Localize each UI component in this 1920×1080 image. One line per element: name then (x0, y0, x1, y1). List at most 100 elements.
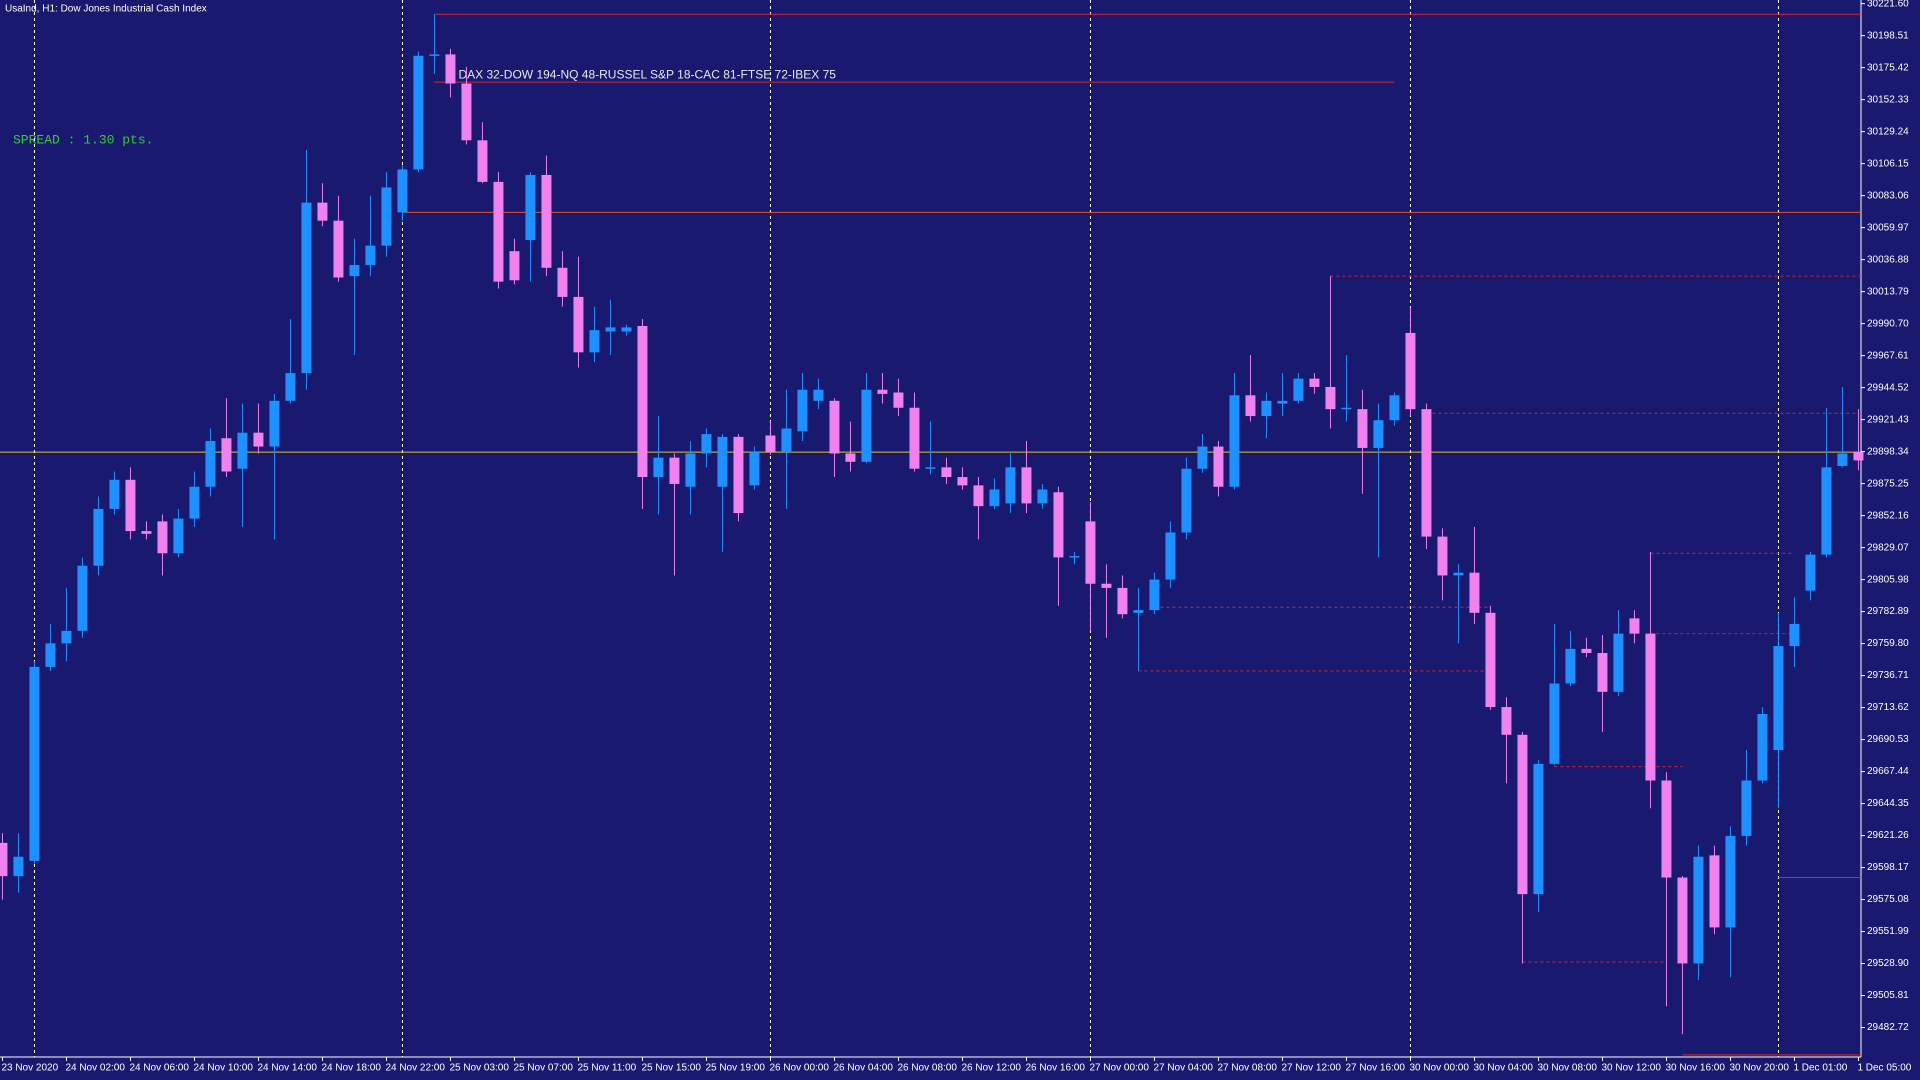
candle-body (1677, 877, 1688, 964)
candle-body (1533, 763, 1544, 895)
candle-body (317, 202, 328, 221)
x-tick-label: 26 Nov 12:00 (961, 1063, 1021, 1074)
candle-body (1325, 386, 1336, 410)
candle-body (1453, 572, 1464, 576)
x-tick-label: 1 Dec 01:00 (1793, 1063, 1847, 1074)
y-tick-label: 29944.52 (1867, 382, 1909, 393)
candle-body (45, 643, 56, 667)
x-tick-label: 30 Nov 20:00 (1729, 1063, 1789, 1074)
candle-body (1437, 536, 1448, 576)
y-tick-label: 29644.35 (1867, 798, 1909, 809)
candle-body (93, 508, 104, 566)
candle-body (701, 434, 712, 454)
y-tick-label: 29713.62 (1867, 702, 1909, 713)
x-tick-label: 27 Nov 08:00 (1217, 1063, 1277, 1074)
y-tick-label: 29621.26 (1867, 830, 1909, 841)
y-tick-label: 29482.72 (1867, 1022, 1909, 1033)
candle-body (1117, 587, 1128, 615)
y-tick-label: 29598.17 (1867, 862, 1909, 873)
candle-body (829, 400, 840, 454)
candle-body (461, 83, 472, 141)
candle-body (893, 392, 904, 408)
x-tick-label: 24 Nov 18:00 (321, 1063, 381, 1074)
candle-body (413, 55, 424, 170)
candle-body (573, 296, 584, 353)
candle-body (493, 181, 504, 282)
candle-body (621, 327, 632, 332)
y-tick-label: 30175.42 (1867, 62, 1909, 73)
candle-body (29, 666, 40, 861)
candle-body (1373, 420, 1384, 448)
candle-body (1245, 395, 1256, 417)
x-tick-label: 27 Nov 04:00 (1153, 1063, 1213, 1074)
x-tick-label: 27 Nov 16:00 (1345, 1063, 1405, 1074)
candle-body (1101, 583, 1112, 588)
x-tick-label: 30 Nov 12:00 (1601, 1063, 1661, 1074)
candle-body (1789, 623, 1800, 647)
x-tick-label: 23 Nov 2020 (1, 1063, 58, 1074)
candle-body (77, 565, 88, 631)
candle-body (1021, 467, 1032, 504)
x-tick-label: 24 Nov 14:00 (257, 1063, 317, 1074)
x-tick-label: 27 Nov 00:00 (1089, 1063, 1149, 1074)
candle-body (1069, 556, 1080, 558)
y-tick-label: 29782.89 (1867, 606, 1909, 617)
candle-body (1821, 467, 1832, 555)
candle-body (557, 267, 568, 297)
candle-body (189, 486, 200, 519)
x-tick-label: 30 Nov 04:00 (1473, 1063, 1533, 1074)
candle-body (749, 452, 760, 486)
y-tick-label: 30221.60 (1867, 0, 1909, 9)
candle-body (1597, 653, 1608, 692)
candle-body (1053, 492, 1064, 558)
x-tick-label: 25 Nov 15:00 (641, 1063, 701, 1074)
candle-body (717, 436, 728, 487)
candle-body (253, 432, 264, 447)
candle-body (589, 330, 600, 353)
candle-body (685, 453, 696, 487)
y-tick-label: 30013.79 (1867, 286, 1909, 297)
candle-body (957, 477, 968, 486)
candle-body (1517, 734, 1528, 895)
candle-body (973, 485, 984, 507)
candle-body (525, 174, 536, 241)
x-tick-label: 27 Nov 12:00 (1281, 1063, 1341, 1074)
y-tick-label: 29852.16 (1867, 510, 1909, 521)
candle-body (381, 187, 392, 246)
candle-body (1293, 378, 1304, 401)
x-tick-label: 30 Nov 00:00 (1409, 1063, 1469, 1074)
y-tick-label: 29575.08 (1867, 894, 1909, 905)
candle-body (1133, 610, 1144, 613)
candle-body (157, 521, 168, 554)
candle-body (269, 400, 280, 447)
candle-body (1565, 648, 1576, 684)
candle-body (765, 435, 776, 453)
y-tick-label: 29736.71 (1867, 670, 1909, 681)
x-tick-label: 24 Nov 22:00 (385, 1063, 445, 1074)
y-tick-label: 29667.44 (1867, 766, 1909, 777)
candle-body (445, 54, 456, 84)
candle-body (1261, 400, 1272, 417)
candle-body (349, 265, 360, 277)
candle-body (477, 140, 488, 182)
x-tick-label: 25 Nov 19:00 (705, 1063, 765, 1074)
candle-body (797, 389, 808, 432)
candle-body (1757, 714, 1768, 781)
candle-body (1165, 532, 1176, 580)
candle-body (877, 389, 888, 394)
y-tick-label: 29921.43 (1867, 414, 1909, 425)
candle-body (13, 856, 24, 877)
level-annotation: DAX 32-DOW 194-NQ 48-RUSSEL S&P 18-CAC 8… (458, 67, 836, 81)
y-tick-label: 29759.80 (1867, 638, 1909, 649)
candle-body (1693, 856, 1704, 964)
candle-body (1661, 780, 1672, 878)
candle-body (1581, 648, 1592, 654)
y-tick-label: 29829.07 (1867, 542, 1909, 553)
candle-body (1405, 332, 1416, 410)
candle-body (109, 479, 120, 509)
candle-body (1741, 780, 1752, 836)
candle-body (429, 54, 440, 56)
candle-body (141, 531, 152, 534)
